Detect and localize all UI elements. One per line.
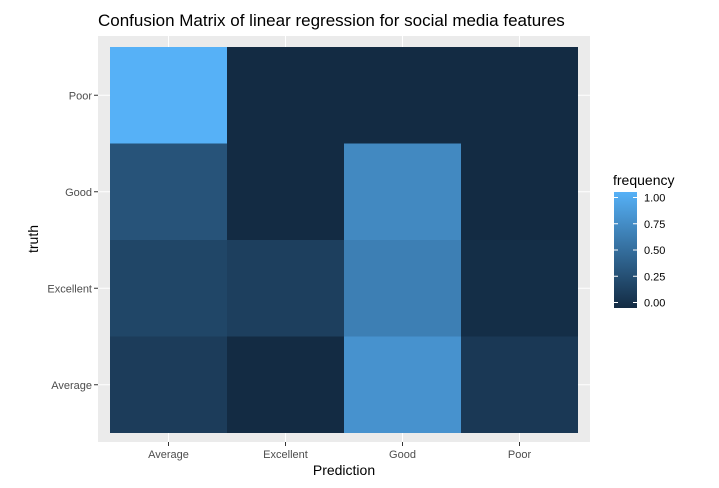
heatmap-cell-poor-average: [110, 47, 227, 144]
heatmap-cell-poor-excellent: [227, 47, 344, 144]
heatmap-cell-average-average: [110, 336, 227, 433]
x-tick-label: Excellent: [263, 449, 308, 461]
y-tick-label: Average: [51, 380, 92, 392]
heatmap-cells: [110, 47, 578, 433]
legend-tick-label: 0.50: [644, 245, 665, 257]
x-tick-label: Average: [148, 449, 189, 461]
legend-title: frequency: [613, 172, 674, 188]
legend-tick-label: 1.00: [644, 193, 665, 205]
heatmap-cell-average-excellent: [227, 336, 344, 433]
heatmap-cell-poor-poor: [461, 47, 578, 144]
legend-colorbar: [614, 192, 637, 308]
heatmap-cell-excellent-good: [344, 240, 461, 337]
legend-tick-label: 0.25: [644, 271, 665, 283]
heatmap-cell-good-excellent: [227, 143, 344, 240]
x-tick-label: Good: [389, 449, 416, 461]
x-axis: Average Excellent Good Poor: [148, 442, 531, 461]
x-axis-title: Prediction: [313, 462, 375, 478]
legend-tick-label: 0.00: [644, 298, 665, 310]
heatmap-cell-excellent-excellent: [227, 240, 344, 337]
heatmap-cell-good-poor: [461, 143, 578, 240]
y-tick-label: Poor: [69, 90, 93, 102]
legend-tick-label: 0.75: [644, 219, 665, 231]
heatmap-cell-average-poor: [461, 336, 578, 433]
y-tick-label: Excellent: [47, 283, 92, 295]
heatmap-cell-poor-good: [344, 47, 461, 144]
heatmap-cell-average-good: [344, 336, 461, 433]
heatmap-cell-excellent-average: [110, 240, 227, 337]
heatmap-cell-good-average: [110, 143, 227, 240]
y-axis: Average Excellent Good Poor: [47, 90, 98, 392]
y-axis-title: truth: [25, 225, 41, 253]
heatmap-cell-excellent-poor: [461, 240, 578, 337]
chart-title: Confusion Matrix of linear regression fo…: [98, 11, 565, 30]
y-tick-label: Good: [65, 187, 92, 199]
x-tick-label: Poor: [508, 449, 532, 461]
legend: frequency 1.00 0.75 0.50 0.25 0.00: [613, 172, 674, 310]
heatmap-cell-good-good: [344, 143, 461, 240]
